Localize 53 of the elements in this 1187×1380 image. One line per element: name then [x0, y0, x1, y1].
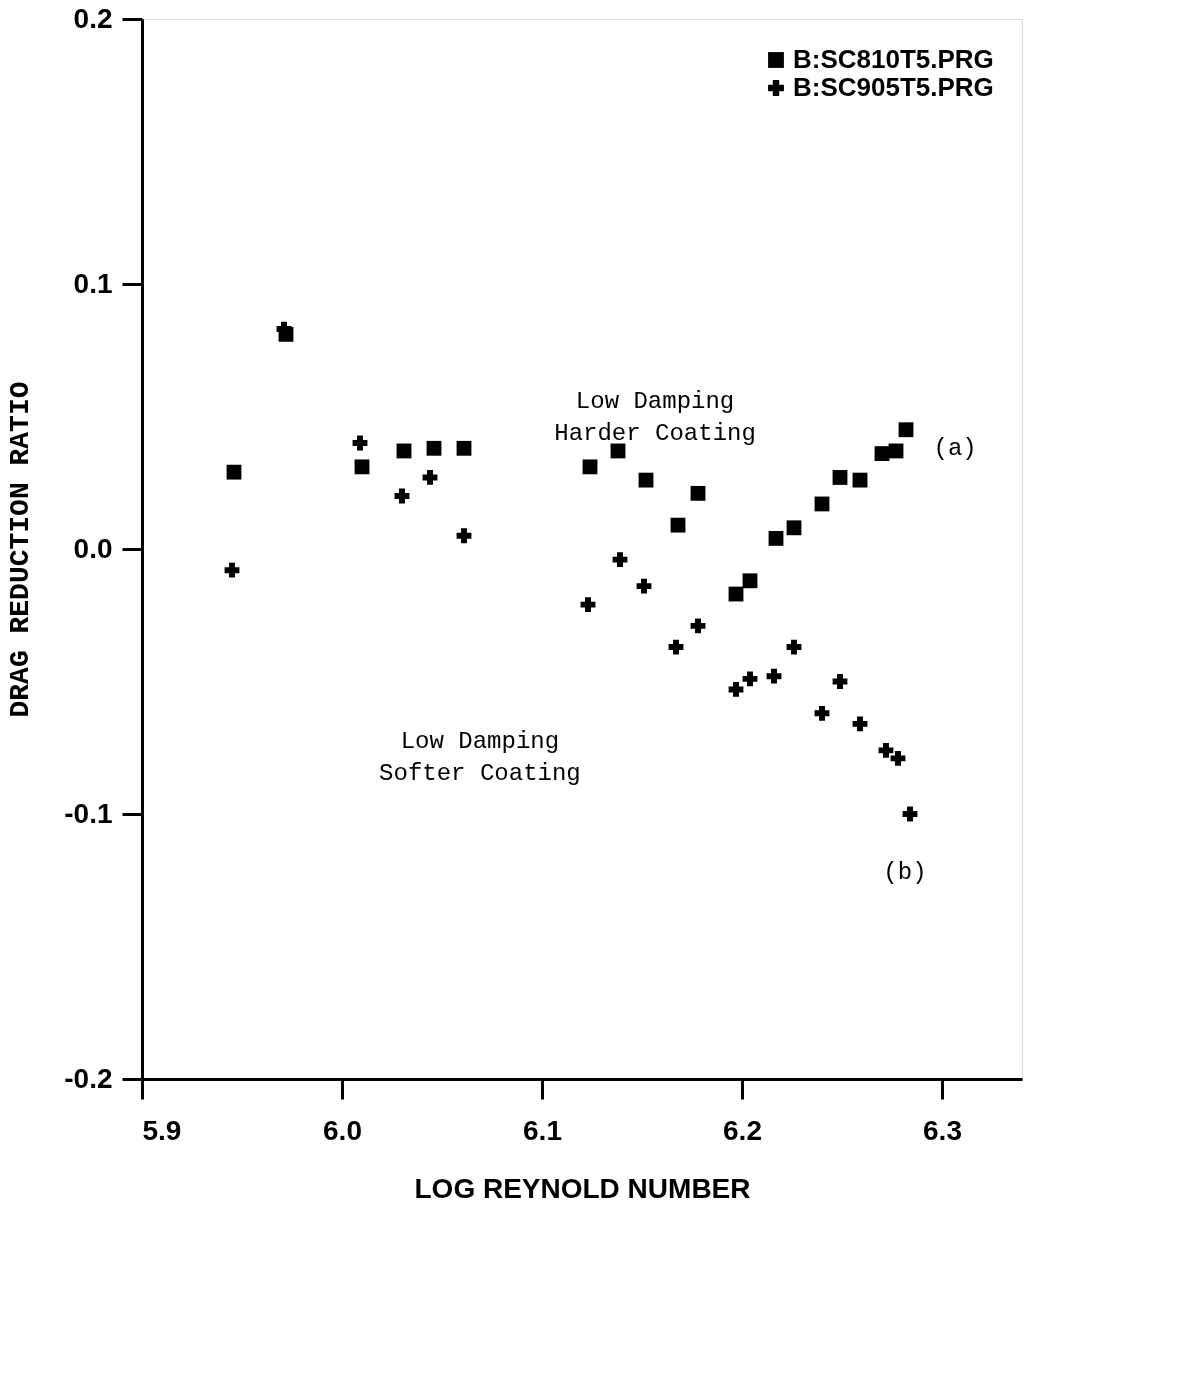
- x-tick-label: 6.2: [723, 1114, 762, 1146]
- point: [668, 639, 684, 655]
- point: [612, 552, 628, 568]
- point: [226, 464, 242, 480]
- y-tick-label: 0.2: [73, 2, 113, 34]
- y-tick-label: 0.0: [73, 532, 113, 564]
- annotation: (a): [933, 435, 977, 463]
- point: [902, 806, 918, 822]
- annotation: Low Damping Softer Coating: [379, 727, 581, 787]
- point: [354, 459, 370, 475]
- x-tick-label: 5.9: [142, 1114, 182, 1146]
- legend-label: B:SC905T5.PRG: [793, 72, 994, 102]
- point: [786, 520, 802, 536]
- point: [766, 668, 782, 684]
- point: [898, 422, 914, 438]
- point: [728, 682, 744, 697]
- point: [690, 485, 706, 501]
- point: [580, 597, 596, 613]
- point: [742, 671, 758, 687]
- point: [670, 517, 686, 533]
- y-tick-label: -0.1: [64, 797, 113, 829]
- x-tick-label: 6.3: [923, 1114, 962, 1146]
- annotation: Low Damping Harder Coating: [554, 387, 756, 447]
- point: [852, 716, 868, 732]
- point: [352, 435, 368, 451]
- point: [394, 488, 410, 504]
- point: [638, 472, 654, 488]
- point: [814, 705, 830, 721]
- point: [742, 573, 758, 589]
- point: [456, 440, 472, 456]
- point: [890, 750, 906, 766]
- x-tick-label: 6.0: [323, 1114, 362, 1146]
- y-tick-label: 0.1: [73, 267, 113, 299]
- point: [690, 618, 706, 634]
- y-axis-title: DRAG REDUCTION RATIO: [5, 381, 37, 718]
- point: [852, 472, 868, 488]
- point: [768, 530, 784, 546]
- point: [582, 459, 598, 475]
- point: [832, 674, 848, 689]
- point: [426, 440, 442, 456]
- annotation: (b): [883, 859, 927, 887]
- x-axis-title: LOG REYNOLD NUMBER: [414, 1172, 751, 1204]
- point: [832, 470, 848, 485]
- x-tick-label: 6.1: [523, 1114, 562, 1146]
- point: [636, 578, 652, 594]
- point: [874, 446, 890, 462]
- y-tick-label: -0.2: [64, 1062, 113, 1094]
- point: [456, 528, 472, 544]
- legend-label: B:SC810T5.PRG: [793, 44, 994, 74]
- point: [878, 742, 894, 758]
- point: [224, 562, 240, 578]
- point: [422, 470, 438, 485]
- point: [786, 639, 802, 655]
